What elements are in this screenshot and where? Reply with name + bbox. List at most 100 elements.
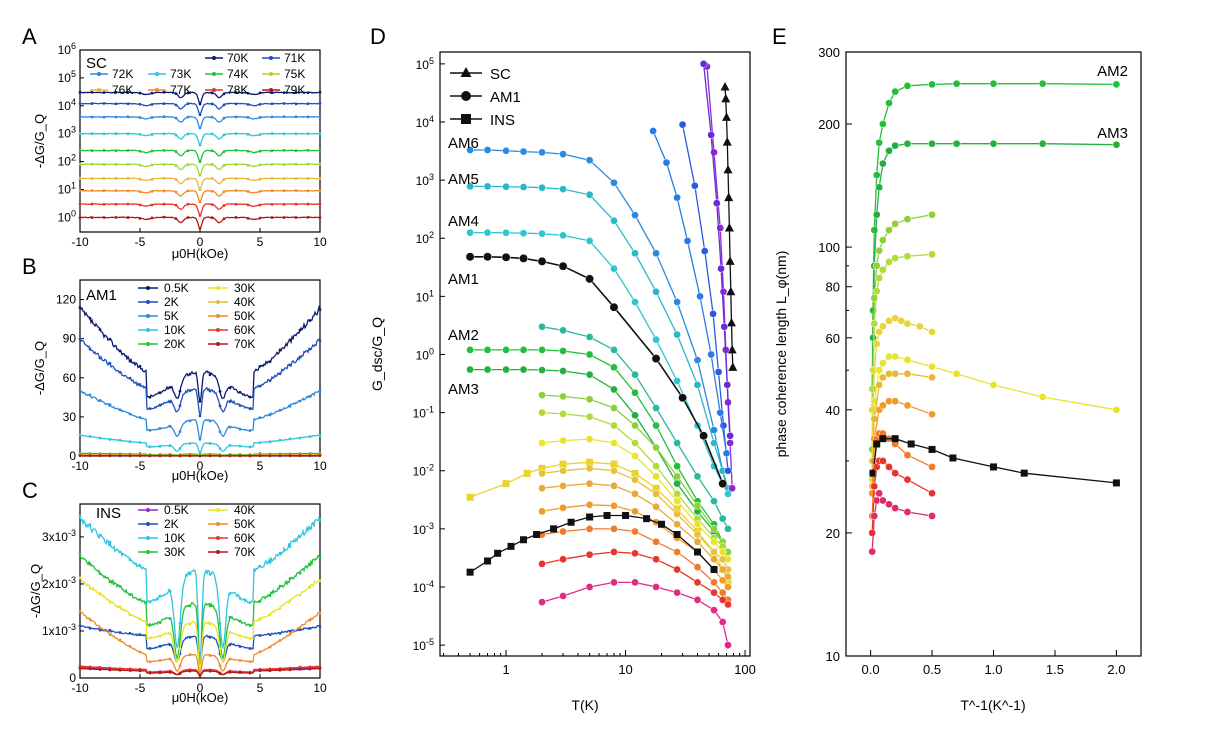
b-point [208,419,212,423]
a-point [234,148,238,152]
a-point [306,132,310,136]
e-point-AM2 [885,99,893,107]
c-point [108,601,112,604]
e-point-yellow-1 [915,322,924,331]
d-point-AM1 [501,252,511,262]
b-point [288,437,292,441]
e-point-orange-1 [879,401,887,410]
e-point-AM3 [879,159,887,168]
c-point [198,674,202,677]
d-point-AM6 [610,178,618,187]
c-point [208,669,212,673]
b-point [98,454,102,458]
c-point [258,634,262,637]
panel-a-label: A [22,24,37,49]
d-point-yellow-1 [559,436,567,445]
d-point-yellow-sq [538,464,546,472]
a-point [270,149,274,153]
a-legend-marker [269,56,273,60]
a-point [150,177,154,181]
e-series-line-yellow-2 [871,355,1117,480]
d-point-AM4 [483,228,492,237]
d-point-lime-1 [693,501,702,510]
c-point [88,523,92,526]
panel-c-xlabel: μ0H(kOe) [172,690,229,705]
a-point [234,189,238,192]
b-point [248,454,252,458]
panel-e-ylabel: phase coherence length L_φ(nm) [773,251,789,458]
d-point-AM3 [502,365,510,374]
b-point [308,435,312,439]
b-point [258,364,262,368]
a-point [186,115,190,119]
a-ytick-label: 106 [58,41,76,57]
panel-d-plot: 1 10 100 10-5 10-4 10-3 10-2 10-1 100 101 102 103 10… [413,56,756,677]
a-point [246,216,250,220]
a-point [234,202,238,206]
c-series-line-30K [79,554,321,670]
b-point [218,430,222,434]
a-point [282,163,286,167]
d-point-INS [507,542,515,550]
b-point [298,399,302,403]
d-point-lime-2 [610,421,618,430]
d-point-SC [724,192,734,202]
d-annotation-AM5: AM5 [448,171,479,188]
d-point-red-1 [724,600,732,609]
b-point [308,347,312,351]
e-point-gold-1 [928,373,936,382]
a-point [306,215,310,219]
c-legend-marker [216,536,220,540]
b-point [318,308,322,311]
e-point-magenta-1 [885,500,893,509]
b-ytick-label: 90 [63,332,77,346]
b-legend-30K: 30K [234,281,255,295]
a-point [150,203,154,207]
e-series-line-gold-1 [871,373,933,487]
d-ytick-label: 10-5 [413,637,434,653]
b-point [138,416,142,419]
b-point [178,389,182,393]
e-point-AM3 [885,146,893,155]
a-point [234,215,238,219]
d-series-line-AM3 [470,368,729,553]
c-point [158,634,162,638]
a-point [78,115,82,119]
e-point-magenta-1 [870,512,879,520]
d-point-yellow-1 [610,439,618,447]
d-point-gold-1 [673,510,681,518]
d-point-AM6 [631,211,639,219]
b-point [98,328,102,331]
b-point [268,440,272,444]
c-point [88,562,92,566]
c-point [278,631,282,635]
d-point-orange-1 [538,507,546,516]
b-point [208,454,212,458]
d-point-INS [673,531,681,539]
d-point-SC [727,344,737,354]
a-point [282,91,286,95]
b-point [148,395,152,399]
e-point-AM2 [952,79,961,88]
a-ytick-label: 105 [58,69,76,85]
a-point [174,116,178,120]
a-point [198,188,202,192]
b-point [318,434,322,437]
a-point [222,204,226,207]
c-point [118,631,122,634]
c-point [188,572,192,576]
d-point-yellow-1 [652,472,660,481]
d-point-SC [725,256,735,265]
a-point [258,203,262,207]
c-point [178,647,182,651]
c-point [98,592,102,595]
c-point [208,622,212,626]
d-point-INS [658,520,666,528]
d-annotation-AM6: AM6 [448,135,479,152]
b-point [228,425,232,429]
a-point [186,91,190,95]
c-point [288,632,292,636]
a-point [102,132,106,136]
c-xtick-label: 0 [197,681,204,695]
